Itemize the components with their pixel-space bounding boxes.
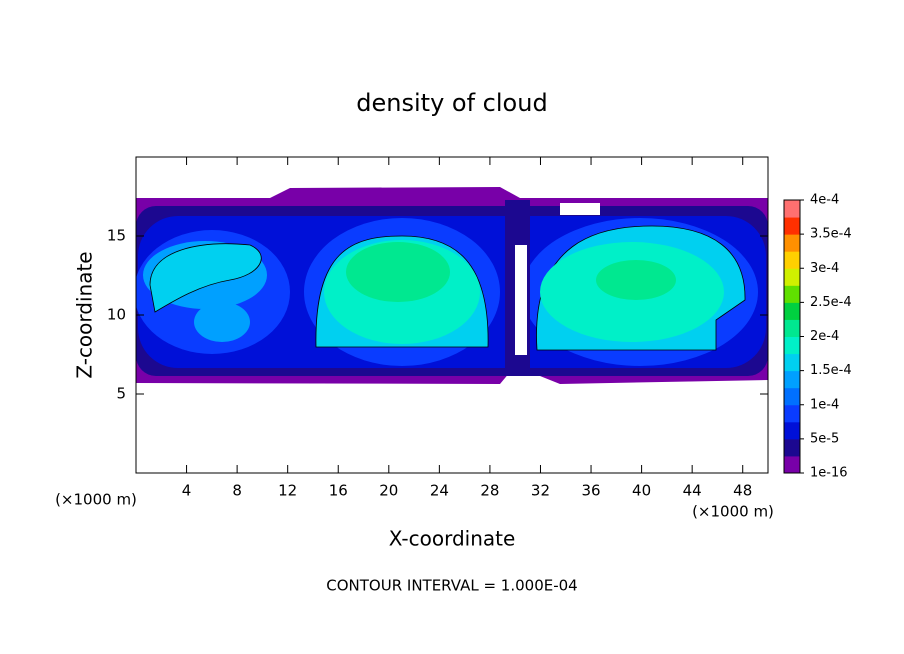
colorbar-band [784,302,800,320]
contour-band [596,260,676,300]
x-tick-label: 8 [232,482,242,500]
empty-region [560,203,600,215]
x-tick-label: 48 [733,482,752,500]
colorbar-band [784,319,800,337]
x-tick-label: 12 [278,482,297,500]
colorbar-tick-label: 1e-16 [810,466,848,481]
x-tick-label: 4 [182,482,192,500]
colorbar-band [784,370,800,389]
colorbar-band [784,234,800,252]
colorbar-band [784,421,800,440]
colorbar-band [784,353,800,372]
x-tick-label: 20 [379,482,398,500]
x-unit-label: (×1000 m) [55,491,137,509]
colorbar-band [784,251,800,269]
y-tick-label: 10 [107,306,126,324]
colorbar-tick-label: 2e-4 [810,329,839,344]
colorbar-tick-label: 3e-4 [810,261,839,276]
y-axis-label: Z-coordinate [73,251,97,378]
colorbar-band [784,387,800,406]
contour-interval: CONTOUR INTERVAL = 1.000E-04 [326,577,577,595]
contour-field [136,187,768,384]
colorbar-band [784,217,800,235]
x-tick-label: 32 [531,482,550,500]
colorbar-tick-label: 2.5e-4 [810,295,852,310]
x-tick-label: 16 [329,482,348,500]
chart-title: density of cloud [356,89,547,117]
y-tick-label: 15 [107,227,126,245]
colorbar-band [784,438,800,457]
x-tick-label: 44 [683,482,702,500]
colorbar-tick-label: 1e-4 [810,397,839,412]
x-unit-label: (×1000 m) [692,503,774,521]
colorbar-band [784,336,800,355]
contour-band [149,243,262,313]
y-tick-label: 5 [116,385,126,403]
x-tick-label: 36 [581,482,600,500]
contour-band [194,302,250,342]
x-tick-label: 24 [430,482,449,500]
colorbar-band [784,200,800,218]
colorbar-tick-label: 4e-4 [810,193,839,208]
x-axis-label: X-coordinate [389,527,516,551]
colorbar-band [784,268,800,286]
colorbar-tick-label: 1.5e-4 [810,363,852,378]
empty-region [515,245,527,355]
colorbar-tick-label: 3.5e-4 [810,227,852,242]
colorbar-tick-label: 5e-5 [810,431,839,446]
x-tick-label: 40 [632,482,651,500]
x-tick-label: 28 [480,482,499,500]
colorbar-band [784,404,800,423]
contour-band [346,242,450,302]
colorbar-band [784,455,800,474]
colorbar-band [784,285,800,303]
